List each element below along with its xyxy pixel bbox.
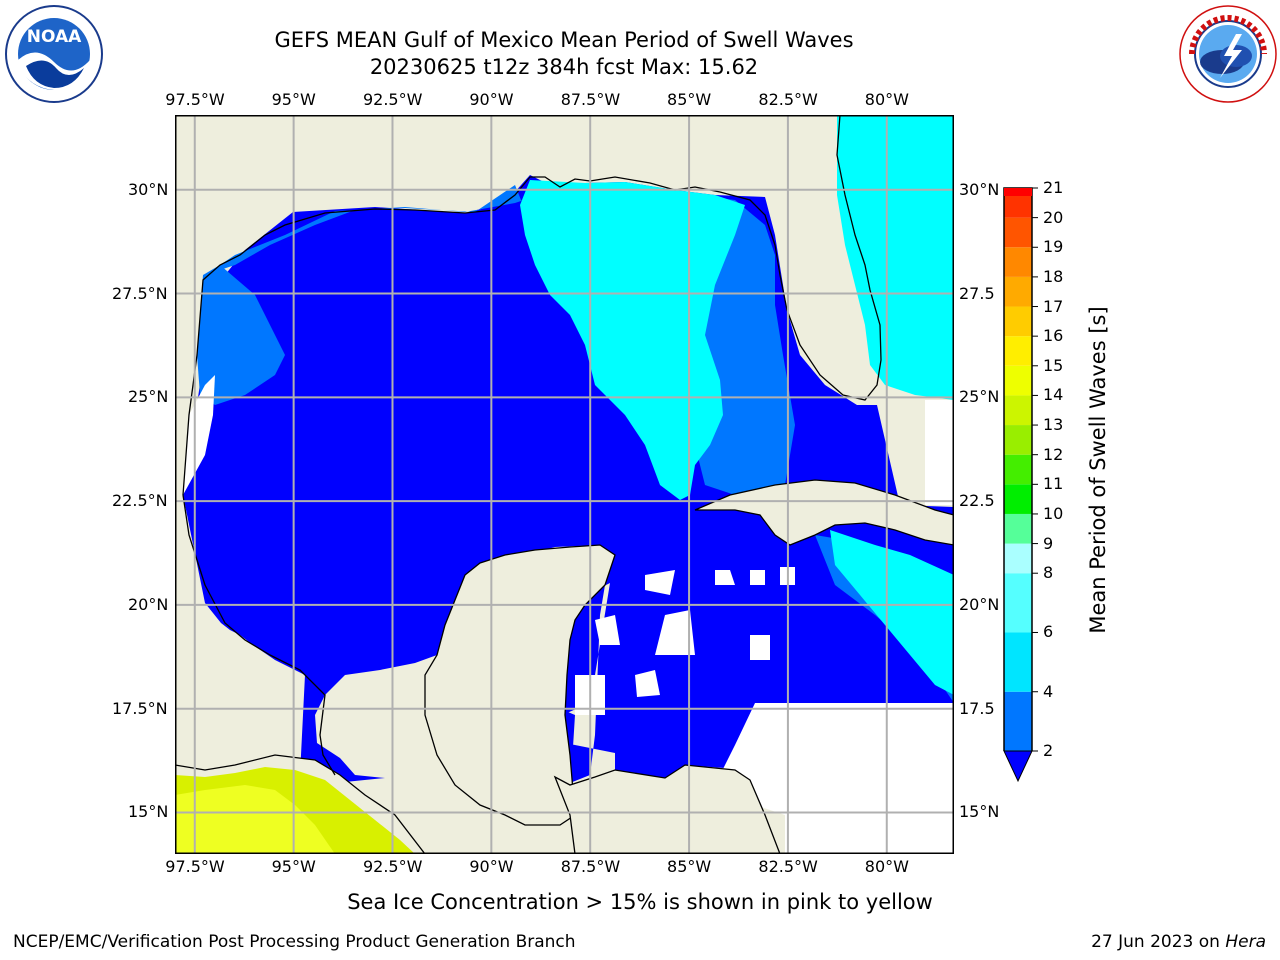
- coastline-north: [182, 115, 882, 496]
- colorbar-tick-label: 10: [1043, 503, 1064, 523]
- x-tick-label: 95°W: [271, 857, 316, 876]
- colorbar-bin: [1004, 691, 1032, 751]
- footer-host: Hera: [1225, 932, 1266, 952]
- x-tick-label: 92.5°W: [362, 857, 423, 876]
- y-tick-label: 20°N: [959, 594, 1000, 614]
- y-tick-label: 15°N: [128, 802, 169, 822]
- colorbar-top-band: [1004, 188, 1032, 196]
- colorbar-tick-label: 9: [1043, 533, 1054, 553]
- colorbar-tick-label: 19: [1043, 237, 1064, 257]
- map-panel: [175, 115, 954, 854]
- x-tick-label: 82.5°W: [758, 857, 818, 876]
- band-2-4s-west: [197, 265, 285, 405]
- missing-data-patches: [575, 567, 795, 715]
- y-tick-label: 30°N: [959, 179, 1000, 199]
- y-tick-label: 27.5: [959, 283, 995, 303]
- x-tick-label: 87.5°W: [560, 90, 621, 109]
- sea-ice-caption: Sea Ice Concentration > 15% is shown in …: [347, 890, 933, 914]
- nws-logo: [1179, 5, 1277, 103]
- colorbar-bin: [1004, 276, 1032, 307]
- x-tick-label: 80°W: [864, 90, 909, 109]
- colorbar-tick-label: 8: [1043, 563, 1054, 583]
- colorbar-tick-label: 4: [1043, 681, 1054, 701]
- chart-title: GEFS MEAN Gulf of Mexico Mean Period of …: [274, 28, 854, 52]
- colorbar-bin: [1004, 573, 1032, 633]
- colorbar: [1003, 187, 1038, 783]
- noaa-logo: NOAA: [5, 5, 103, 103]
- y-tick-label: 30°N: [128, 179, 169, 199]
- colorbar-label: Mean Period of Swell Waves [s]: [1086, 306, 1110, 634]
- colorbar-bin: [1004, 365, 1032, 396]
- colorbar-bin: [1004, 484, 1032, 514]
- missing-data-east: [925, 400, 954, 505]
- colorbar-tick-label: 6: [1043, 622, 1054, 642]
- colorbar-tick-label: 2: [1043, 741, 1054, 760]
- colorbar-bin: [1004, 543, 1032, 574]
- colorbar-bin: [1004, 336, 1032, 366]
- y-tick-label: 25°N: [959, 387, 1000, 407]
- chart-subtitle: 20230625 t12z 384h fcst Max: 15.62: [369, 55, 759, 79]
- colorbar-bin: [1004, 395, 1032, 426]
- x-tick-label: 85°W: [667, 90, 712, 109]
- missing-data-carib: [720, 703, 954, 854]
- band-4-6s-caribbean: [830, 530, 954, 695]
- y-tick-label: 22.5°N: [112, 491, 168, 511]
- colorbar-tick-label: 20: [1043, 207, 1064, 227]
- footer-date-text: 27 Jun 2023 on: [1091, 932, 1226, 952]
- colorbar-bin: [1004, 217, 1032, 248]
- y-tick-label: 27.5°N: [112, 283, 168, 303]
- band-4-6s-florida: [837, 115, 954, 400]
- colorbar-tick-label: 14: [1043, 385, 1064, 405]
- x-tick-label: 80°W: [864, 857, 909, 876]
- svg-text:NOAA: NOAA: [27, 27, 82, 47]
- colorbar-tick-label: 15: [1043, 355, 1064, 375]
- y-tick-label: 20°N: [128, 594, 169, 614]
- colorbar-tick-label: 21: [1043, 178, 1064, 197]
- x-tick-label: 92.5°W: [362, 90, 423, 109]
- land-cuba: [694, 479, 954, 546]
- colorbar-bin: [1004, 632, 1032, 692]
- x-tick-label: 95°W: [271, 90, 316, 109]
- sea-ice-field-2: [175, 785, 335, 854]
- colorbar-bin: [1004, 454, 1032, 485]
- colorbar-bin: [1004, 513, 1032, 544]
- footer-credit: NCEP/EMC/Verification Post Processing Pr…: [13, 932, 576, 952]
- map-canvas: [175, 115, 954, 854]
- x-tick-label: 90°W: [469, 857, 514, 876]
- map-border: [175, 115, 954, 854]
- colorbar-tick-label: 17: [1043, 296, 1064, 316]
- y-tick-label: 25°N: [128, 387, 169, 407]
- y-tick-label: 17.5: [959, 698, 995, 718]
- y-tick-label: 15°N: [959, 802, 1000, 822]
- coastline-west: [182, 494, 336, 776]
- colorbar-tick-label: 13: [1043, 415, 1064, 435]
- colorbar-tick-label: 16: [1043, 326, 1064, 346]
- colorbar-tick-label: 11: [1043, 474, 1064, 494]
- colorbar-tick-label: 12: [1043, 444, 1064, 464]
- x-tick-label: 87.5°W: [560, 857, 621, 876]
- x-tick-label: 82.5°W: [758, 90, 818, 109]
- x-tick-label: 90°W: [469, 90, 514, 109]
- footer-date: 27 Jun 2023 on Hera: [1091, 932, 1266, 952]
- x-tick-label: 85°W: [667, 857, 712, 876]
- x-tick-label: 97.5°W: [165, 857, 225, 876]
- graticule: [175, 115, 954, 854]
- colorbar-bin: [1004, 425, 1032, 455]
- colorbar-extend-below: [1003, 750, 1033, 783]
- colorbar-tick-label: 18: [1043, 266, 1064, 286]
- colorbar-bin: [1004, 306, 1032, 337]
- y-tick-label: 17.5°N: [112, 698, 168, 718]
- missing-data-west: [183, 375, 215, 495]
- y-tick-label: 22.5: [959, 491, 995, 511]
- colorbar-bin: [1004, 247, 1032, 277]
- x-tick-label: 97.5°W: [165, 90, 225, 109]
